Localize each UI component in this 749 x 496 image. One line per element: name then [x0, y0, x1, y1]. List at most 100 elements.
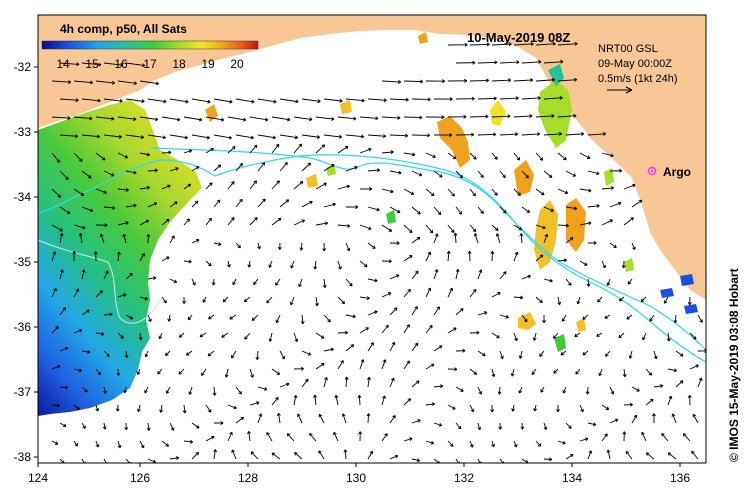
- current-arrowhead: [446, 250, 451, 254]
- current-arrow: [499, 170, 506, 178]
- current-arrowhead: [383, 98, 387, 103]
- current-arrow: [367, 342, 374, 352]
- current-arrowhead: [462, 348, 466, 353]
- current-arrowhead: [237, 244, 241, 249]
- current-arrow: [469, 79, 489, 82]
- current-arrow: [139, 116, 159, 121]
- plot-frame: [37, 14, 707, 464]
- current-arrowhead: [388, 228, 393, 232]
- current-arrowhead: [95, 444, 100, 448]
- current-arrow: [433, 345, 443, 352]
- current-arrowhead: [551, 114, 555, 118]
- current-arrowhead: [321, 144, 326, 148]
- current-arrowhead: [494, 192, 498, 196]
- current-arrowhead: [218, 242, 222, 246]
- current-arrowhead: [239, 198, 243, 203]
- current-arrow: [222, 296, 229, 303]
- current-arrowhead: [471, 96, 475, 101]
- current-arrow: [59, 233, 63, 244]
- current-arrow: [81, 134, 100, 138]
- current-arrowhead: [385, 324, 389, 329]
- current-arrowhead: [247, 264, 252, 268]
- current-arrowhead: [533, 408, 538, 412]
- current-arrow: [513, 188, 521, 196]
- current-arrowhead: [478, 391, 483, 395]
- current-arrowhead: [146, 427, 151, 431]
- current-arrowhead: [478, 269, 483, 273]
- current-arrowhead: [255, 356, 260, 360]
- current-arrow: [73, 188, 84, 196]
- current-arrow: [257, 242, 261, 250]
- current-arrowhead: [117, 444, 122, 449]
- current-arrowhead: [419, 115, 423, 120]
- current-arrow: [535, 79, 555, 82]
- current-arrow: [137, 404, 141, 412]
- current-arrowhead: [129, 272, 133, 277]
- current-arrow: [59, 98, 79, 101]
- current-arrow: [433, 422, 442, 426]
- current-arrow: [345, 314, 356, 318]
- current-arrowhead: [250, 135, 254, 140]
- current-arrow: [477, 422, 481, 430]
- current-arrowhead: [344, 376, 349, 380]
- current-arrowhead: [105, 270, 109, 274]
- current-arrow: [535, 254, 544, 262]
- current-arrowhead: [374, 310, 378, 314]
- current-arrowhead: [305, 378, 309, 383]
- current-arrowhead: [486, 42, 490, 47]
- current-arrow: [433, 269, 438, 280]
- current-arrowhead: [397, 115, 401, 120]
- current-arrow: [534, 404, 537, 412]
- current-arrowhead: [251, 317, 256, 321]
- current-arrowhead: [124, 354, 129, 359]
- current-arrowhead: [552, 41, 556, 46]
- current-arrow: [531, 368, 537, 375]
- current-arrowhead: [361, 98, 365, 103]
- current-arrowhead: [427, 251, 432, 256]
- argo-float[interactable]: Argo: [647, 165, 692, 179]
- current-arrowhead: [82, 461, 86, 463]
- current-arrowhead: [229, 316, 233, 320]
- current-arrow: [227, 260, 230, 268]
- current-arrow: [293, 219, 305, 226]
- current-arrow: [403, 324, 410, 334]
- current-arrow: [208, 314, 215, 320]
- current-arrow: [513, 251, 518, 262]
- current-arrow: [117, 221, 129, 226]
- current-arrow: [125, 62, 146, 67]
- current-arrowhead: [451, 229, 455, 233]
- current-arrow: [455, 308, 464, 316]
- current-arrowhead: [59, 228, 63, 232]
- current-arrow: [697, 314, 703, 323]
- current-arrowhead: [621, 265, 626, 269]
- current-arrow: [491, 224, 499, 231]
- current-arrowhead: [396, 209, 401, 214]
- current-arrowhead: [593, 241, 597, 245]
- current-arrowhead: [206, 135, 210, 140]
- current-arrowhead: [668, 395, 673, 400]
- current-arrow: [557, 188, 568, 194]
- current-arrowhead: [691, 450, 695, 455]
- current-arrow: [81, 422, 86, 429]
- current-arrow: [279, 199, 289, 208]
- current-arrowhead: [464, 42, 468, 47]
- current-arrow: [205, 217, 212, 226]
- current-arrowhead: [159, 409, 164, 413]
- current-arrowhead: [606, 282, 611, 286]
- current-arrowhead: [472, 228, 477, 233]
- current-arrowhead: [141, 253, 145, 257]
- current-arrowhead: [124, 427, 129, 431]
- current-arrow: [691, 450, 699, 460]
- current-arrowhead: [390, 150, 394, 155]
- current-arrowhead: [258, 413, 263, 417]
- current-arrowhead: [482, 352, 486, 357]
- current-arrow: [674, 314, 677, 323]
- current-arrowhead: [391, 341, 396, 346]
- current-arrow: [337, 296, 345, 304]
- current-arrow: [477, 170, 484, 178]
- current-arrowhead: [392, 415, 396, 419]
- current-arrowhead: [605, 406, 610, 410]
- current-arrowhead: [293, 394, 298, 399]
- current-arrowhead: [602, 132, 607, 136]
- current-arrowhead: [104, 223, 108, 228]
